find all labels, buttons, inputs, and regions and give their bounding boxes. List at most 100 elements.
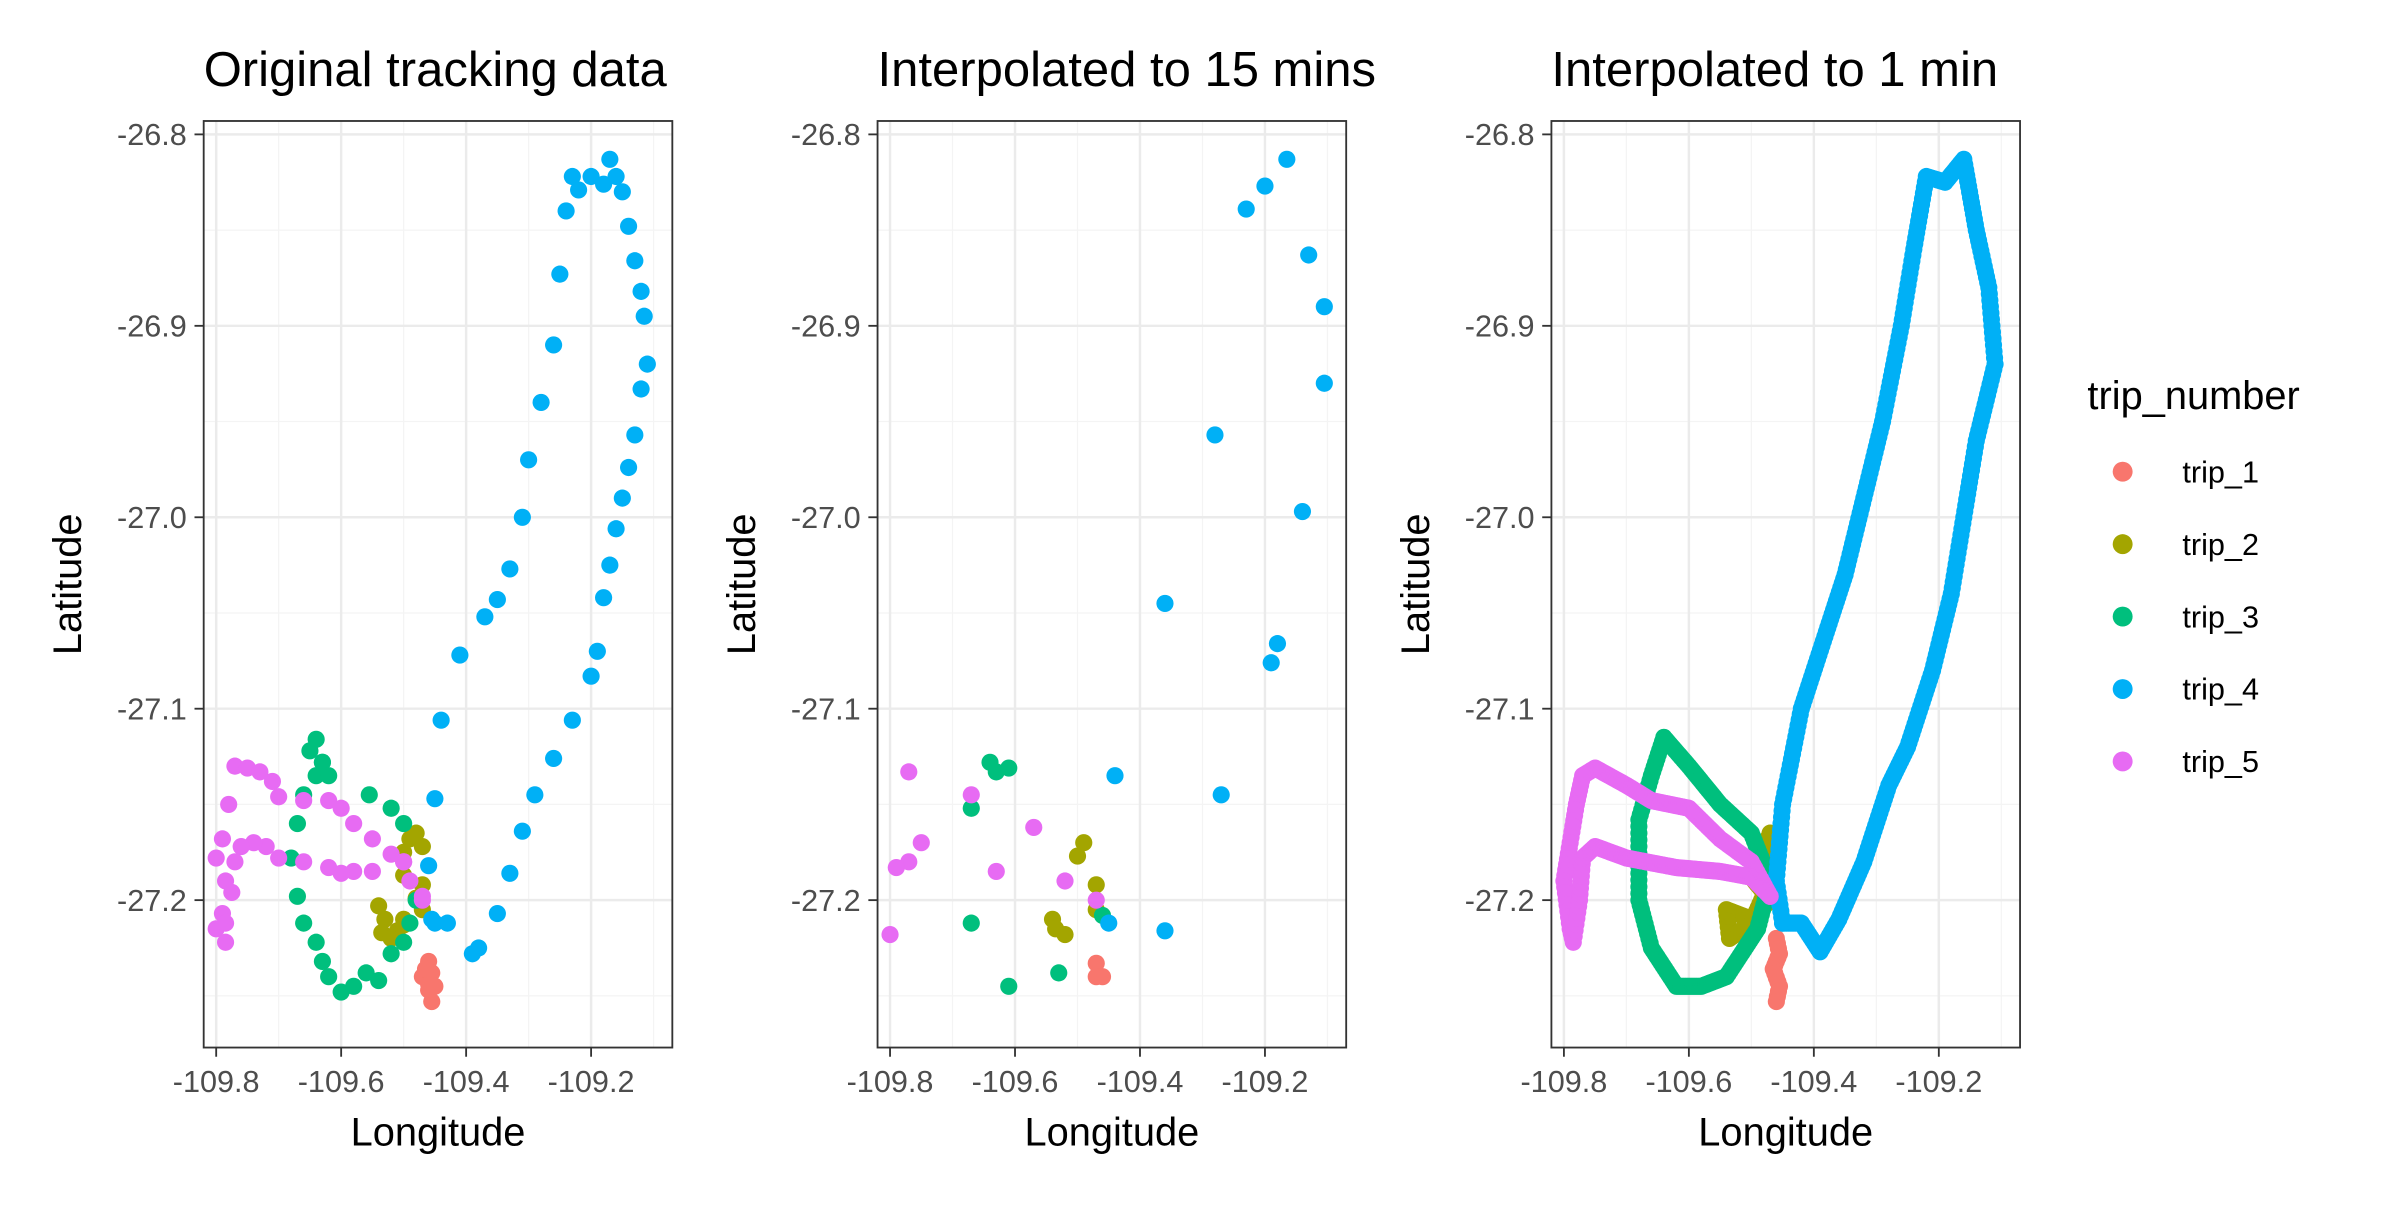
y-tick-label: -27.2 [1465, 884, 1535, 918]
data-point [551, 265, 569, 283]
data-point [595, 589, 613, 607]
data-point [263, 772, 281, 791]
data-point [313, 753, 331, 771]
data-point [501, 560, 519, 578]
data-point [962, 799, 980, 817]
data-point [557, 202, 575, 220]
data-point [520, 451, 538, 469]
data-point [1068, 847, 1087, 865]
series-trip_4 [1100, 150, 1333, 940]
data-point [426, 790, 444, 808]
y-tick-label: -26.9 [791, 310, 861, 344]
data-point [1156, 922, 1174, 940]
data-point [607, 520, 625, 538]
data-point [295, 914, 313, 932]
data-point [1278, 150, 1296, 168]
data-point [426, 977, 444, 995]
data-point [232, 837, 250, 856]
data-point [438, 914, 456, 932]
data-point [620, 217, 638, 235]
data-point [423, 910, 441, 928]
data-point [545, 749, 563, 768]
y-tick-label: -27.0 [1465, 501, 1535, 535]
data-point [881, 926, 899, 944]
y-tick-label: -27.1 [791, 692, 861, 726]
data-point [470, 939, 488, 957]
series-trip_5 [881, 763, 1105, 944]
data-point [376, 910, 394, 928]
series-trip_1 [1764, 929, 1789, 1011]
data-point [501, 864, 519, 882]
data-point [632, 380, 650, 398]
series-trip_5 [1555, 759, 1779, 951]
data-point [488, 904, 506, 923]
data-point [513, 822, 531, 840]
data-point [320, 968, 338, 986]
legend-item-trip_2: trip_2 [2112, 528, 2259, 562]
x-tick-label: -109.2 [1895, 1065, 1982, 1099]
y-tick-label: -27.1 [1465, 692, 1535, 726]
data-point [345, 814, 363, 833]
data-point [395, 814, 413, 833]
data-point [626, 252, 644, 270]
data-point [887, 859, 905, 877]
y-tick-label: -26.8 [791, 118, 861, 152]
data-point [1000, 977, 1018, 995]
data-point [1087, 954, 1105, 972]
data-layer [1555, 150, 2004, 1011]
data-point [395, 933, 413, 951]
x-tick-label: -109.8 [1520, 1065, 1607, 1099]
data-point [1087, 891, 1105, 909]
data-point [401, 914, 419, 932]
y-axis-title: Latitude [720, 513, 764, 655]
series-trip_1 [413, 952, 444, 1011]
data-point [251, 763, 269, 781]
data-point [416, 960, 435, 978]
y-axis-title: Latitude [1394, 513, 1438, 655]
data-point [1315, 374, 1333, 392]
data-point [357, 964, 375, 982]
data-point [320, 792, 338, 810]
data-point [513, 508, 531, 526]
panel-title: Interpolated to 1 min [1551, 43, 1998, 97]
series-trip_2 [1043, 834, 1105, 944]
x-tick-label: -109.6 [972, 1065, 1059, 1099]
data-point [635, 307, 653, 325]
data-point [307, 767, 325, 785]
data-point [270, 849, 288, 867]
axes: -109.8 -109.6 -109.4 -109.2 -26.8 -26.9 -27.0 -… [1394, 118, 1982, 1154]
data-point [1237, 200, 1255, 218]
data-point [588, 642, 606, 660]
data-point [382, 799, 400, 817]
data-point [401, 872, 419, 890]
data-point [363, 830, 381, 848]
data-point [595, 175, 613, 193]
data-point [1025, 818, 1043, 836]
data-point [395, 853, 413, 871]
legend-item-trip_3: trip_3 [2112, 600, 2259, 634]
data-point [332, 799, 350, 817]
grid [877, 120, 1347, 1048]
axes: -109.8 -109.6 -109.4 -109.2 -26.8 -26.9 -27.0 -… [46, 118, 634, 1154]
data-point [632, 282, 650, 300]
x-tick-label: -109.8 [173, 1065, 260, 1099]
panel-3: Interpolated to 1 min -109.8 -109.6 -109.4-… [1394, 43, 2021, 1155]
x-tick-label: -109.8 [847, 1065, 934, 1099]
data-point [451, 646, 469, 664]
series-trip_4 [1767, 150, 2004, 961]
data-point [563, 167, 581, 186]
panel-border [876, 120, 1348, 1049]
data-point [370, 897, 388, 915]
data-point [223, 883, 241, 902]
data-point [563, 711, 581, 729]
y-tick-label: -26.8 [117, 118, 187, 152]
legend-item-trip_1: trip_1 [2112, 455, 2259, 489]
data-point [1075, 834, 1093, 852]
data-point [288, 814, 306, 833]
y-tick-label: -27.2 [117, 884, 187, 918]
data-point [1300, 246, 1318, 264]
data-point [1256, 177, 1274, 195]
data-point [488, 591, 506, 609]
legend-label: trip_3 [2182, 600, 2259, 634]
